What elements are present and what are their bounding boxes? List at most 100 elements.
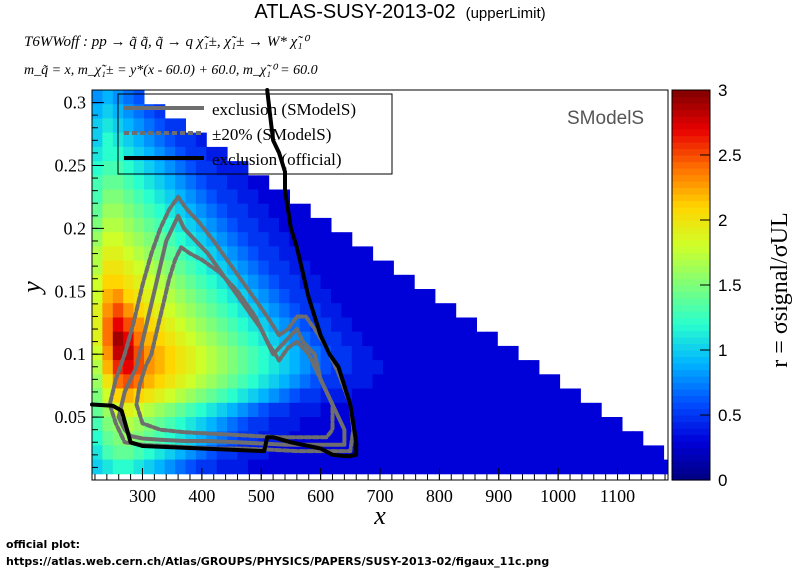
heatmap-cell [112, 388, 124, 404]
heatmap-cell [123, 360, 135, 375]
heatmap-cell [362, 289, 374, 304]
heatmap-cell [372, 431, 384, 446]
heatmap-cell [133, 232, 145, 247]
heatmap-cell [559, 402, 571, 418]
heatmap-cell [123, 217, 135, 233]
heatmap-cell [216, 217, 228, 233]
x-tick-label: 1000 [540, 486, 576, 506]
heatmap-cell [601, 431, 613, 446]
heatmap-cell [206, 175, 218, 190]
heatmap-cell [102, 104, 114, 119]
heatmap-cell [154, 445, 166, 461]
heatmap-cell [559, 388, 571, 404]
heatmap-cell [518, 431, 529, 446]
heatmap-cell [507, 445, 519, 461]
heatmap-cell [497, 417, 509, 432]
heatmap-cell [299, 203, 311, 219]
heatmap-cell [310, 303, 322, 318]
heatmap-cell [247, 360, 259, 375]
heatmap-cell [279, 274, 290, 290]
colorbar-segment [672, 382, 710, 390]
heatmap-cell [144, 175, 155, 190]
heatmap-cell [289, 289, 301, 304]
heatmap-cell [92, 232, 103, 247]
heatmap-cell [497, 360, 509, 375]
heatmap-cell [455, 402, 467, 418]
heatmap-cell [351, 331, 363, 347]
heatmap-cell [268, 459, 280, 475]
heatmap-cell [279, 260, 290, 276]
heatmap-cell [434, 360, 446, 375]
heatmap-cell [133, 445, 145, 461]
heatmap-cell [403, 345, 415, 361]
heatmap-cell [362, 374, 374, 389]
colorbar-segment [672, 330, 710, 338]
heatmap-cell [133, 132, 145, 148]
x-tick-label: 1100 [600, 486, 635, 506]
heatmap-cell [247, 459, 259, 475]
heatmap-cell [570, 402, 581, 418]
heatmap-cell [279, 203, 290, 219]
heatmap-cell [518, 402, 529, 418]
heatmap-cell [279, 289, 290, 304]
heatmap-cell [247, 402, 259, 418]
heatmap-cell [195, 374, 207, 389]
colorbar-segment [672, 168, 710, 176]
heatmap-cell [414, 360, 425, 375]
heatmap-cell [403, 459, 415, 475]
heatmap-cell [92, 161, 103, 176]
heatmap-cell [185, 132, 197, 148]
heatmap-cell [403, 374, 415, 389]
heatmap-cell [112, 246, 124, 262]
heatmap-cell [154, 388, 166, 404]
heatmap-cell [403, 445, 415, 461]
colorbar-segment [672, 109, 710, 117]
heatmap-cell [590, 459, 602, 475]
heatmap-cell [216, 303, 228, 318]
heatmap-cell [175, 388, 186, 404]
heatmap-cell [216, 232, 228, 247]
heatmap-cell [133, 217, 145, 233]
heatmap-cell [434, 374, 446, 389]
heatmap-cell [247, 274, 259, 290]
heatmap-cell [247, 345, 259, 361]
heatmap-cell [92, 360, 103, 375]
heatmap-cell [164, 417, 176, 432]
heatmap-cell [455, 345, 467, 361]
heatmap-cell [372, 317, 384, 333]
heatmap-cell [102, 274, 114, 290]
heatmap-cell [580, 459, 592, 475]
heatmap-cell [247, 388, 259, 404]
heatmap-cell [185, 417, 197, 432]
heatmap-cell [237, 402, 249, 418]
heatmap-cell [195, 317, 207, 333]
heatmap-cell [92, 374, 103, 389]
heatmap-cell [289, 246, 301, 262]
heatmap-cell [289, 388, 301, 404]
heatmap-cell [528, 417, 540, 432]
heatmap-cell [486, 431, 498, 446]
heatmap-cell [133, 246, 145, 262]
heatmap-cell [195, 345, 207, 361]
heatmap-cell [466, 445, 477, 461]
heatmap-cell [445, 331, 457, 347]
heatmap-cell [424, 360, 436, 375]
heatmap-cell [414, 417, 425, 432]
heatmap-cell [144, 402, 155, 418]
heatmap-cell [164, 161, 176, 176]
heatmap-cell [279, 360, 290, 375]
heatmap-cell [341, 260, 353, 276]
heatmap-cell [497, 445, 509, 461]
heatmap-cell [289, 217, 301, 233]
heatmap-cell [424, 317, 436, 333]
heatmap-cell [102, 146, 114, 162]
heatmap-cell [92, 175, 103, 190]
heatmap-cell [320, 345, 332, 361]
heatmap-cell [175, 132, 186, 148]
heatmap-cell [216, 331, 228, 347]
colorbar-segment [672, 434, 710, 442]
heatmap-cell [102, 203, 114, 219]
heatmap-cell [476, 345, 488, 361]
heatmap-cell [227, 189, 238, 205]
heatmap-cell [144, 388, 155, 404]
